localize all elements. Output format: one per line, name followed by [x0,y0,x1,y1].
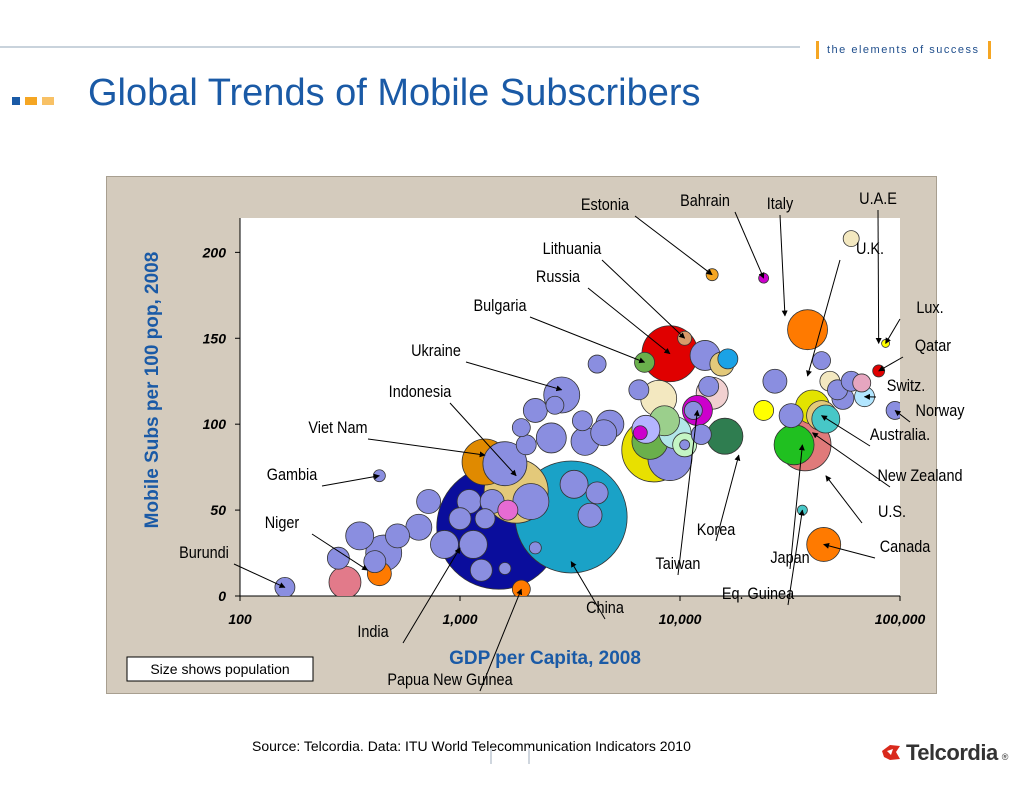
footer-tick [490,748,492,764]
tagline-bar-left [816,41,819,59]
brand-name: Telcordia [906,740,998,765]
brand-trademark: ® [1001,752,1009,762]
bullet-square-icon [25,97,37,105]
footer-tick [528,748,530,764]
bullet-square-icon [12,97,20,105]
title-bullets [12,97,54,105]
header-rule [0,46,800,48]
telcordia-flag-icon [880,743,902,763]
tagline-bar-right [987,41,991,59]
chart-panel [106,176,937,694]
source-note: Source: Telcordia. Data: ITU World Telec… [252,738,691,754]
tagline: the elements of success [808,40,999,60]
bullet-square-icon [42,97,54,105]
tagline-text: the elements of success [827,44,980,56]
page-title: Global Trends of Mobile Subscribers [88,72,701,114]
brand-logo: Telcordia ® [880,740,1008,766]
